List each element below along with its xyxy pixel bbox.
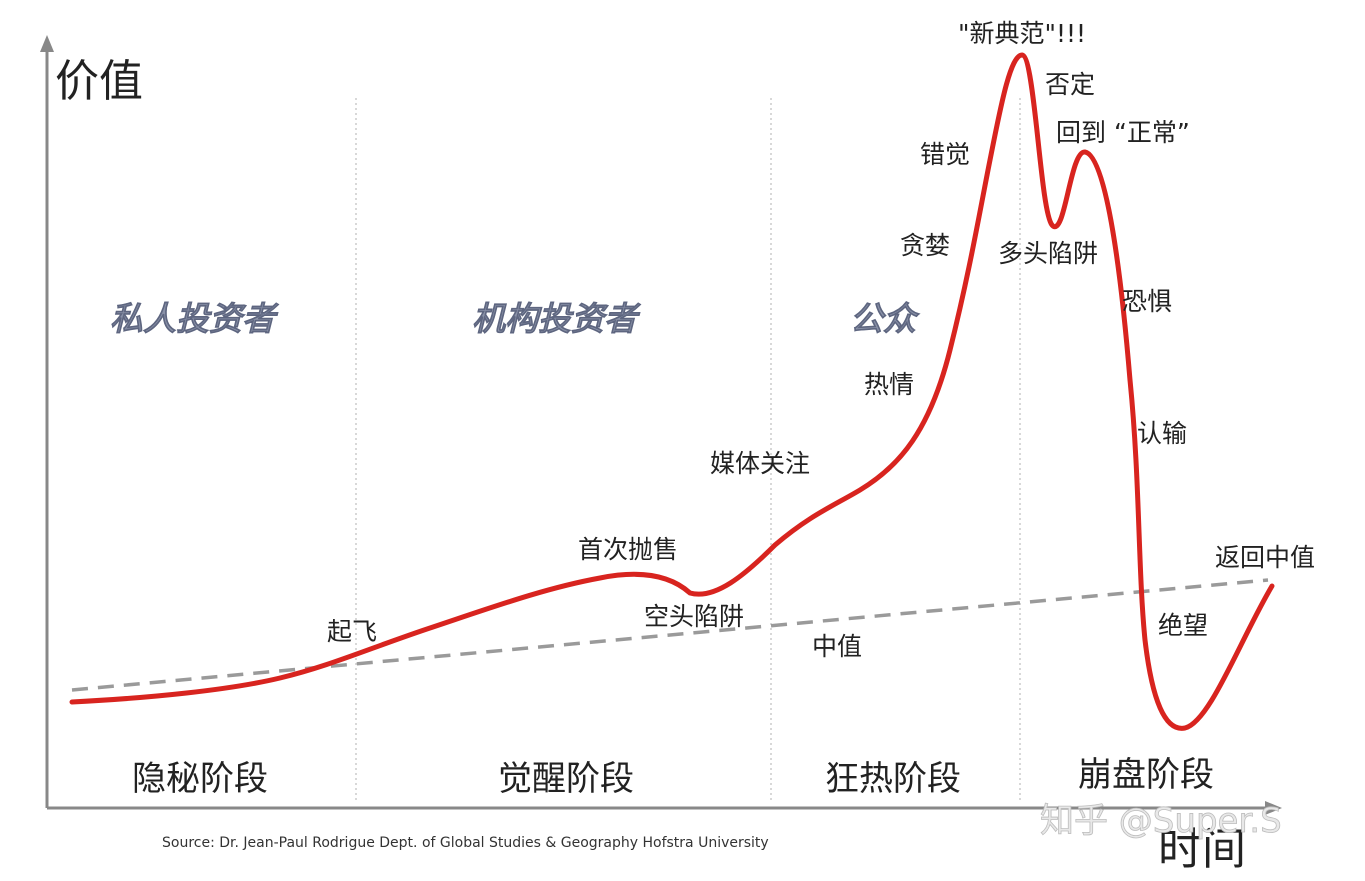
- annotation-takeoff: 起飞: [327, 617, 377, 646]
- annotation-first-sell: 首次抛售: [578, 535, 678, 564]
- annotation-fear: 恐惧: [1122, 287, 1172, 316]
- annotation-greed: 贪婪: [900, 231, 950, 260]
- phase-label-stealth: 隐秘阶段: [132, 759, 268, 799]
- annotation-bull-trap: 多头陷阱: [998, 239, 1098, 268]
- annotation-denial: 否定: [1045, 70, 1095, 99]
- x-axis-arrow: [1265, 801, 1282, 815]
- annotation-mean: 中值: [812, 632, 862, 661]
- phase-label-blowoff: 崩盘阶段: [1078, 755, 1214, 795]
- axes: [40, 35, 1282, 815]
- annotation-new-paradigm: "新典范"!!!: [958, 19, 1086, 48]
- x-axis-label: 时间: [1158, 824, 1246, 875]
- annotation-despair: 绝望: [1158, 611, 1208, 640]
- annotation-bear-trap: 空头陷阱: [644, 602, 744, 631]
- annotation-return-mean: 返回中值: [1215, 543, 1315, 572]
- y-axis-arrow: [40, 35, 54, 52]
- watermark: 知乎 @Super.S: [1040, 801, 1282, 841]
- annotation-enthusiasm: 热情: [864, 370, 914, 399]
- phase-label-awareness: 觉醒阶段: [498, 759, 634, 799]
- source-note: Source: Dr. Jean-Paul Rodrigue Dept. of …: [162, 835, 769, 851]
- investor-label-institutional: 机构投资者: [472, 299, 641, 338]
- phase-label-mania: 狂热阶段: [825, 759, 961, 799]
- phase-dividers: [355, 98, 1021, 800]
- investor-label-private: 私人投资者: [110, 299, 279, 338]
- y-axis-label: 价值: [55, 56, 143, 107]
- investor-label-public: 公众: [850, 299, 920, 338]
- annotation-delusion: 错觉: [920, 140, 970, 169]
- annotation-capitulation: 认输: [1137, 419, 1187, 448]
- annotation-return-normal: 回到 “正常”: [1056, 118, 1190, 147]
- mean-trend-line: [71, 578, 1269, 692]
- value-curve: [69, 52, 1275, 731]
- annotation-media: 媒体关注: [710, 449, 810, 478]
